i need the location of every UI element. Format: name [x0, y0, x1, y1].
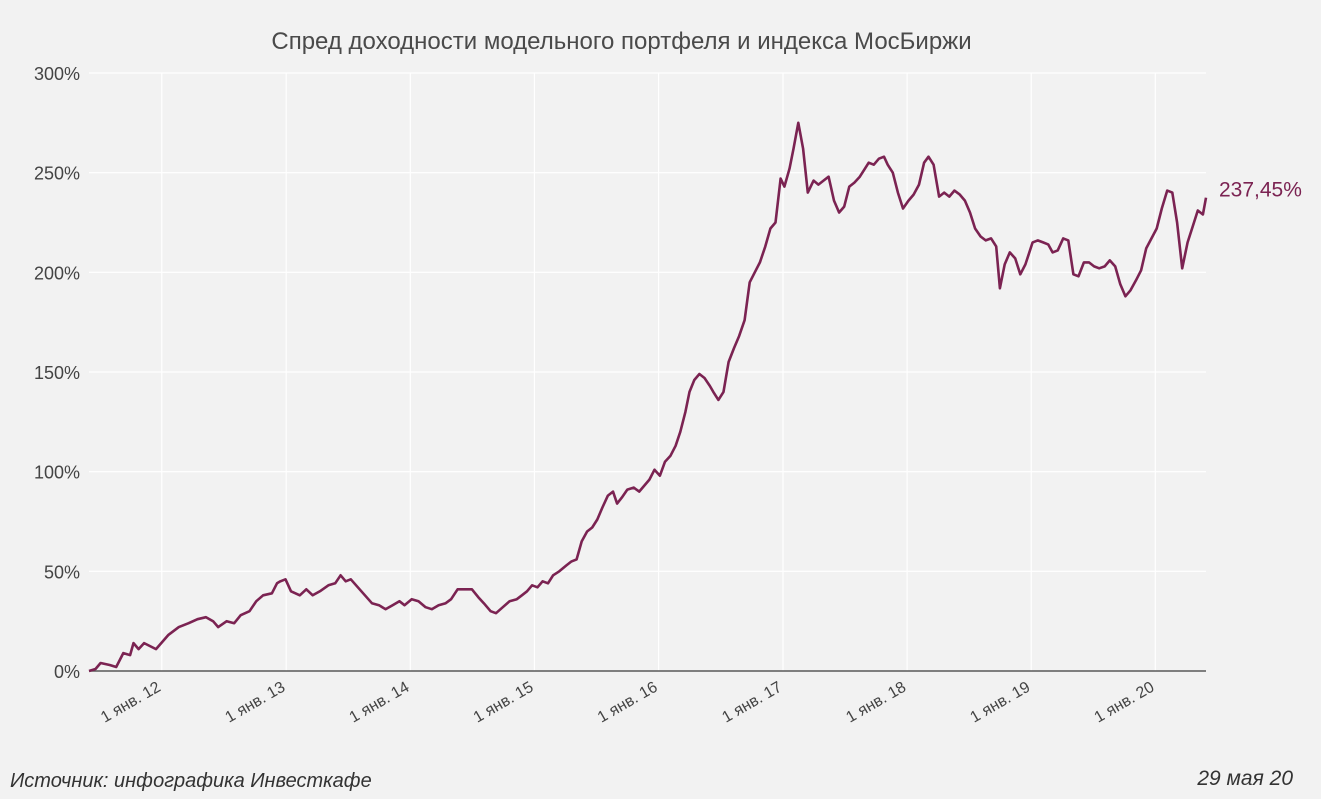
x-tick-label: 1 янв. 16: [595, 679, 661, 727]
chart-title: Спред доходности модельного портфеля и и…: [271, 28, 972, 55]
y-tick-label: 50%: [44, 562, 80, 582]
x-tick-label: 1 янв. 12: [98, 679, 164, 727]
x-tick-label: 1 янв. 15: [471, 679, 537, 727]
spread-series-line: [88, 121, 1208, 673]
x-tick-label: 1 янв. 17: [719, 679, 785, 727]
y-tick-label: 150%: [34, 363, 80, 383]
source-note: Источник: инфографика Инвесткафе: [10, 770, 372, 792]
x-tick-label: 1 янв. 13: [223, 679, 289, 727]
y-tick-label: 300%: [34, 64, 80, 84]
y-tick-label: 250%: [34, 164, 80, 184]
x-tick-label: 1 янв. 18: [843, 679, 909, 727]
x-tick-label: 1 янв. 14: [347, 679, 413, 727]
y-tick-label: 0%: [54, 662, 80, 682]
x-tick-label: 1 янв. 19: [968, 679, 1034, 727]
x-tick-label: 1 янв. 20: [1092, 679, 1158, 727]
y-tick-label: 200%: [34, 263, 80, 283]
y-tick-label: 100%: [34, 463, 80, 483]
end-value-label: 237,45%: [1219, 179, 1302, 202]
date-note: 29 мая 20: [1197, 767, 1293, 790]
